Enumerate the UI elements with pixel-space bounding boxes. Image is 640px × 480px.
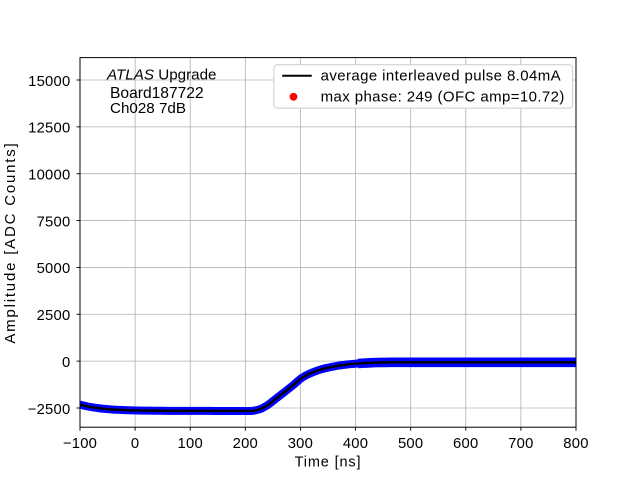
svg-text:600: 600: [453, 436, 478, 452]
svg-text:max phase: 249 (OFC amp=10.72): max phase: 249 (OFC amp=10.72): [321, 88, 565, 105]
svg-text:100: 100: [177, 436, 202, 452]
svg-text:Time [ns]: Time [ns]: [295, 455, 362, 471]
svg-text:average interleaved pulse 8.04: average interleaved pulse 8.04mA: [321, 67, 561, 84]
svg-text:700: 700: [508, 436, 533, 452]
svg-text:Ch028 7dB: Ch028 7dB: [110, 100, 186, 117]
svg-text:−2500: −2500: [28, 402, 71, 418]
svg-text:Board187722: Board187722: [110, 85, 204, 102]
svg-text:2500: 2500: [37, 308, 71, 324]
svg-text:400: 400: [343, 436, 368, 452]
svg-text:−100: −100: [63, 436, 97, 452]
svg-text:500: 500: [398, 436, 423, 452]
svg-text:800: 800: [563, 436, 588, 452]
svg-text:0: 0: [131, 436, 139, 452]
svg-text:5000: 5000: [37, 261, 71, 277]
svg-text:10000: 10000: [28, 168, 70, 184]
svg-text:Amplitude [ADC Counts]: Amplitude [ADC Counts]: [2, 142, 19, 344]
svg-text:15000: 15000: [28, 74, 70, 90]
svg-text:12500: 12500: [28, 121, 70, 137]
svg-text:ATLAS Upgrade: ATLAS Upgrade: [106, 66, 216, 83]
svg-text:200: 200: [233, 436, 258, 452]
svg-text:300: 300: [288, 436, 313, 452]
svg-text:0: 0: [62, 355, 70, 371]
svg-text:7500: 7500: [37, 214, 71, 230]
